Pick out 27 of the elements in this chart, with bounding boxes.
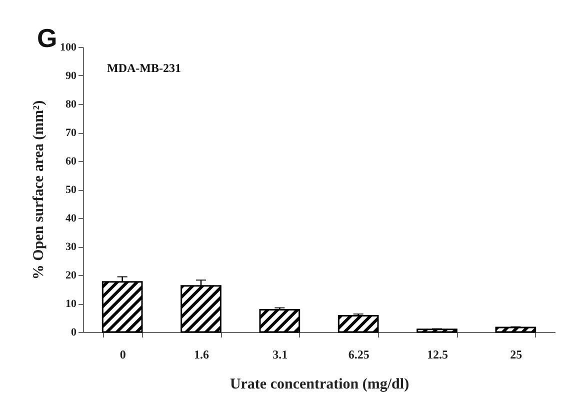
y-tick-label: 0 (71, 326, 77, 338)
y-tick-label: 40 (66, 212, 77, 224)
x-tick-label: 6.25 (348, 348, 370, 362)
y-axis-title: % Open surface area (mm²) (31, 100, 47, 280)
x-tick-label: 0 (120, 348, 126, 362)
x-tick-label: 3.1 (272, 348, 288, 362)
bar (416, 328, 458, 333)
x-tick-label: 12.5 (427, 348, 448, 362)
y-tick-label: 10 (66, 298, 77, 310)
bar (259, 309, 300, 333)
y-tick-label: 70 (66, 127, 77, 139)
x-axis-title: Urate concentration (mg/dl) (230, 376, 410, 392)
bar (495, 326, 536, 333)
y-tick-label: 50 (66, 184, 77, 196)
bar (180, 285, 222, 333)
y-tick-label: 80 (66, 98, 77, 110)
y-tick-label: 30 (66, 241, 77, 253)
text: G (37, 23, 58, 53)
annotation: MDA-MB-231 (107, 61, 181, 75)
y-tick-label: 60 (66, 156, 77, 168)
x-tick-label: 1.6 (194, 348, 209, 362)
bar (338, 315, 379, 333)
bar (102, 281, 143, 333)
y-tick-label: 100 (60, 42, 77, 54)
y-tick-label: 20 (66, 270, 77, 282)
y-tick-label: 90 (66, 70, 77, 82)
x-tick-label: 25 (510, 348, 522, 362)
